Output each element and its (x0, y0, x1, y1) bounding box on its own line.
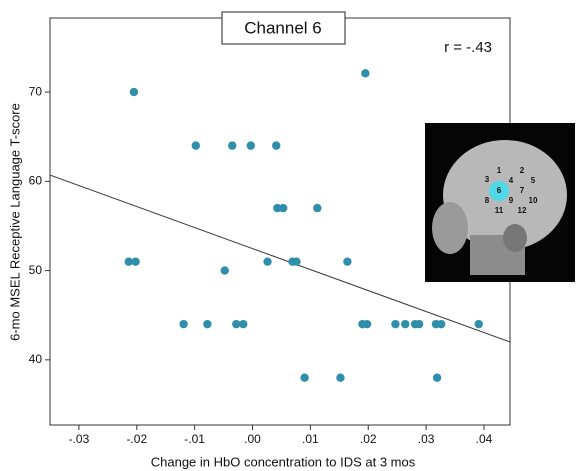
annotation: r = -.43 (444, 39, 492, 56)
data-point (414, 319, 424, 329)
y-tick-label: 40 (29, 352, 43, 366)
data-point (313, 203, 322, 213)
data-point (124, 257, 133, 266)
channel-label: 7 (520, 186, 525, 195)
data-point (131, 257, 140, 266)
data-point (220, 266, 229, 275)
data-point (191, 141, 201, 150)
data-point (432, 373, 442, 382)
data-point (401, 319, 410, 329)
data-point (273, 203, 282, 213)
channel-label: 1 (497, 166, 502, 175)
x-tick-label: -.01 (184, 432, 205, 446)
data-point (228, 141, 237, 150)
data-point (362, 319, 372, 329)
data-point (300, 373, 309, 382)
face-shape (432, 202, 468, 254)
x-tick-label: -.03 (69, 432, 90, 446)
channel-label: 9 (509, 196, 514, 205)
y-tick-label: 60 (29, 174, 43, 188)
data-point (336, 373, 345, 382)
x-tick-label: .04 (476, 432, 493, 446)
chart-title: Channel 6 (244, 18, 322, 37)
x-tick-label: -.02 (126, 432, 147, 446)
channel-label: 2 (520, 166, 525, 175)
data-point (263, 257, 272, 266)
y-axis-label: 6-mo MSEL Receptive Language T-score (7, 103, 22, 341)
y-tick-label: 70 (29, 84, 43, 98)
data-point (203, 319, 212, 329)
channel-highlight (489, 181, 509, 201)
data-point (246, 141, 255, 150)
fit-line (49, 174, 511, 343)
channel-label: 3 (485, 175, 490, 184)
x-tick-label: .00 (244, 432, 261, 446)
ear-shape (503, 224, 527, 252)
channel-label: 5 (531, 176, 536, 185)
data-point (129, 87, 139, 97)
channel-label: 12 (518, 206, 527, 215)
x-tick-label: .03 (418, 432, 435, 446)
data-point (474, 319, 483, 329)
data-point (278, 203, 288, 213)
data-point (391, 319, 400, 329)
x-tick-label: .02 (360, 432, 377, 446)
channel-label: 4 (509, 176, 514, 185)
x-tick-label: .01 (302, 432, 319, 446)
x-axis-label: Change in HbO concentration to IDS at 3 … (151, 454, 416, 469)
data-point (436, 319, 446, 329)
channel-label: 8 (485, 196, 490, 205)
data-point (232, 319, 241, 329)
data-point (272, 141, 281, 150)
y-tick-label: 50 (29, 263, 43, 277)
channel-label: 11 (495, 206, 504, 215)
data-point (361, 69, 370, 78)
channel-label: 10 (529, 196, 538, 205)
data-point (239, 319, 248, 329)
data-point (292, 257, 301, 266)
channel-label: 6 (497, 186, 502, 195)
data-point (179, 319, 188, 329)
title-box (221, 11, 346, 45)
data-point (343, 257, 352, 266)
